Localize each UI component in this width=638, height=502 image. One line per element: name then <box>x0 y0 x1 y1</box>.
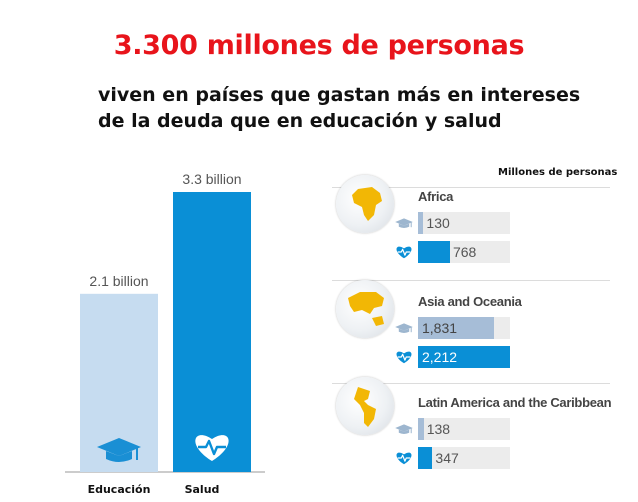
bar-data-label: 3.3 billion <box>182 171 241 187</box>
page-subtitle: viven en países que gastan más en intere… <box>98 82 618 134</box>
region-bar-education <box>418 317 495 339</box>
heart-pulse-icon <box>394 243 414 261</box>
region-value: 130 <box>426 215 450 231</box>
bar-track: 130 <box>418 212 510 234</box>
region-value: 1,831 <box>422 320 458 336</box>
region-block: Asia and Oceania 1,831 2,212 <box>332 280 610 380</box>
region-block: Africa 130 768 <box>332 175 610 275</box>
region-name: Asia and Oceania <box>418 294 522 309</box>
units-label: Millones de personas <box>498 167 618 178</box>
bar-track: 2,212 <box>418 346 510 368</box>
bar-data-label: 2.1 billion <box>89 273 148 289</box>
region-name: Africa <box>418 189 454 204</box>
bar-track: 138 <box>418 418 510 440</box>
globe-icon <box>336 175 394 233</box>
category-label: Educación <box>88 483 151 496</box>
bar-track: 347 <box>418 447 510 469</box>
region-separator <box>332 187 610 188</box>
bar-track: 768 <box>418 241 510 263</box>
subtitle-line-1: viven en países que gastan más en intere… <box>98 84 581 106</box>
region-bar-health <box>418 447 433 469</box>
bar-health <box>173 192 251 472</box>
region-block: Latin America and the Caribbean 138 347 <box>332 377 612 483</box>
region-bar-education <box>418 418 424 440</box>
bar-track: 1,831 <box>418 317 510 339</box>
region-separator <box>332 383 610 384</box>
graduation-cap-icon <box>394 214 414 232</box>
subtitle-line-2: de la deuda que en educación y salud <box>98 110 502 132</box>
region-value: 2,212 <box>422 349 458 365</box>
heart-pulse-icon <box>394 449 414 467</box>
heart-pulse-icon <box>195 435 229 461</box>
globe-icon <box>336 280 394 338</box>
graduation-cap-icon <box>394 319 414 337</box>
region-value: 768 <box>452 244 477 260</box>
region-value: 347 <box>435 450 459 466</box>
region-separator <box>332 280 610 281</box>
heart-pulse-icon <box>394 348 414 366</box>
category-label: Salud <box>185 483 220 496</box>
region-bar-education <box>418 212 424 234</box>
graduation-cap-icon <box>394 420 414 438</box>
region-bar-health <box>418 241 450 263</box>
page-title: 3.300 millones de personas <box>113 30 525 61</box>
region-bar-health <box>418 346 510 368</box>
region-name: Latin America and the Caribbean <box>418 395 612 410</box>
globe-icon <box>336 377 394 435</box>
graduation-cap-icon <box>97 438 141 462</box>
total-people-bar-chart: 2.1 billion Educación 3.3 billion Salud <box>65 171 265 496</box>
region-value: 138 <box>426 421 451 437</box>
